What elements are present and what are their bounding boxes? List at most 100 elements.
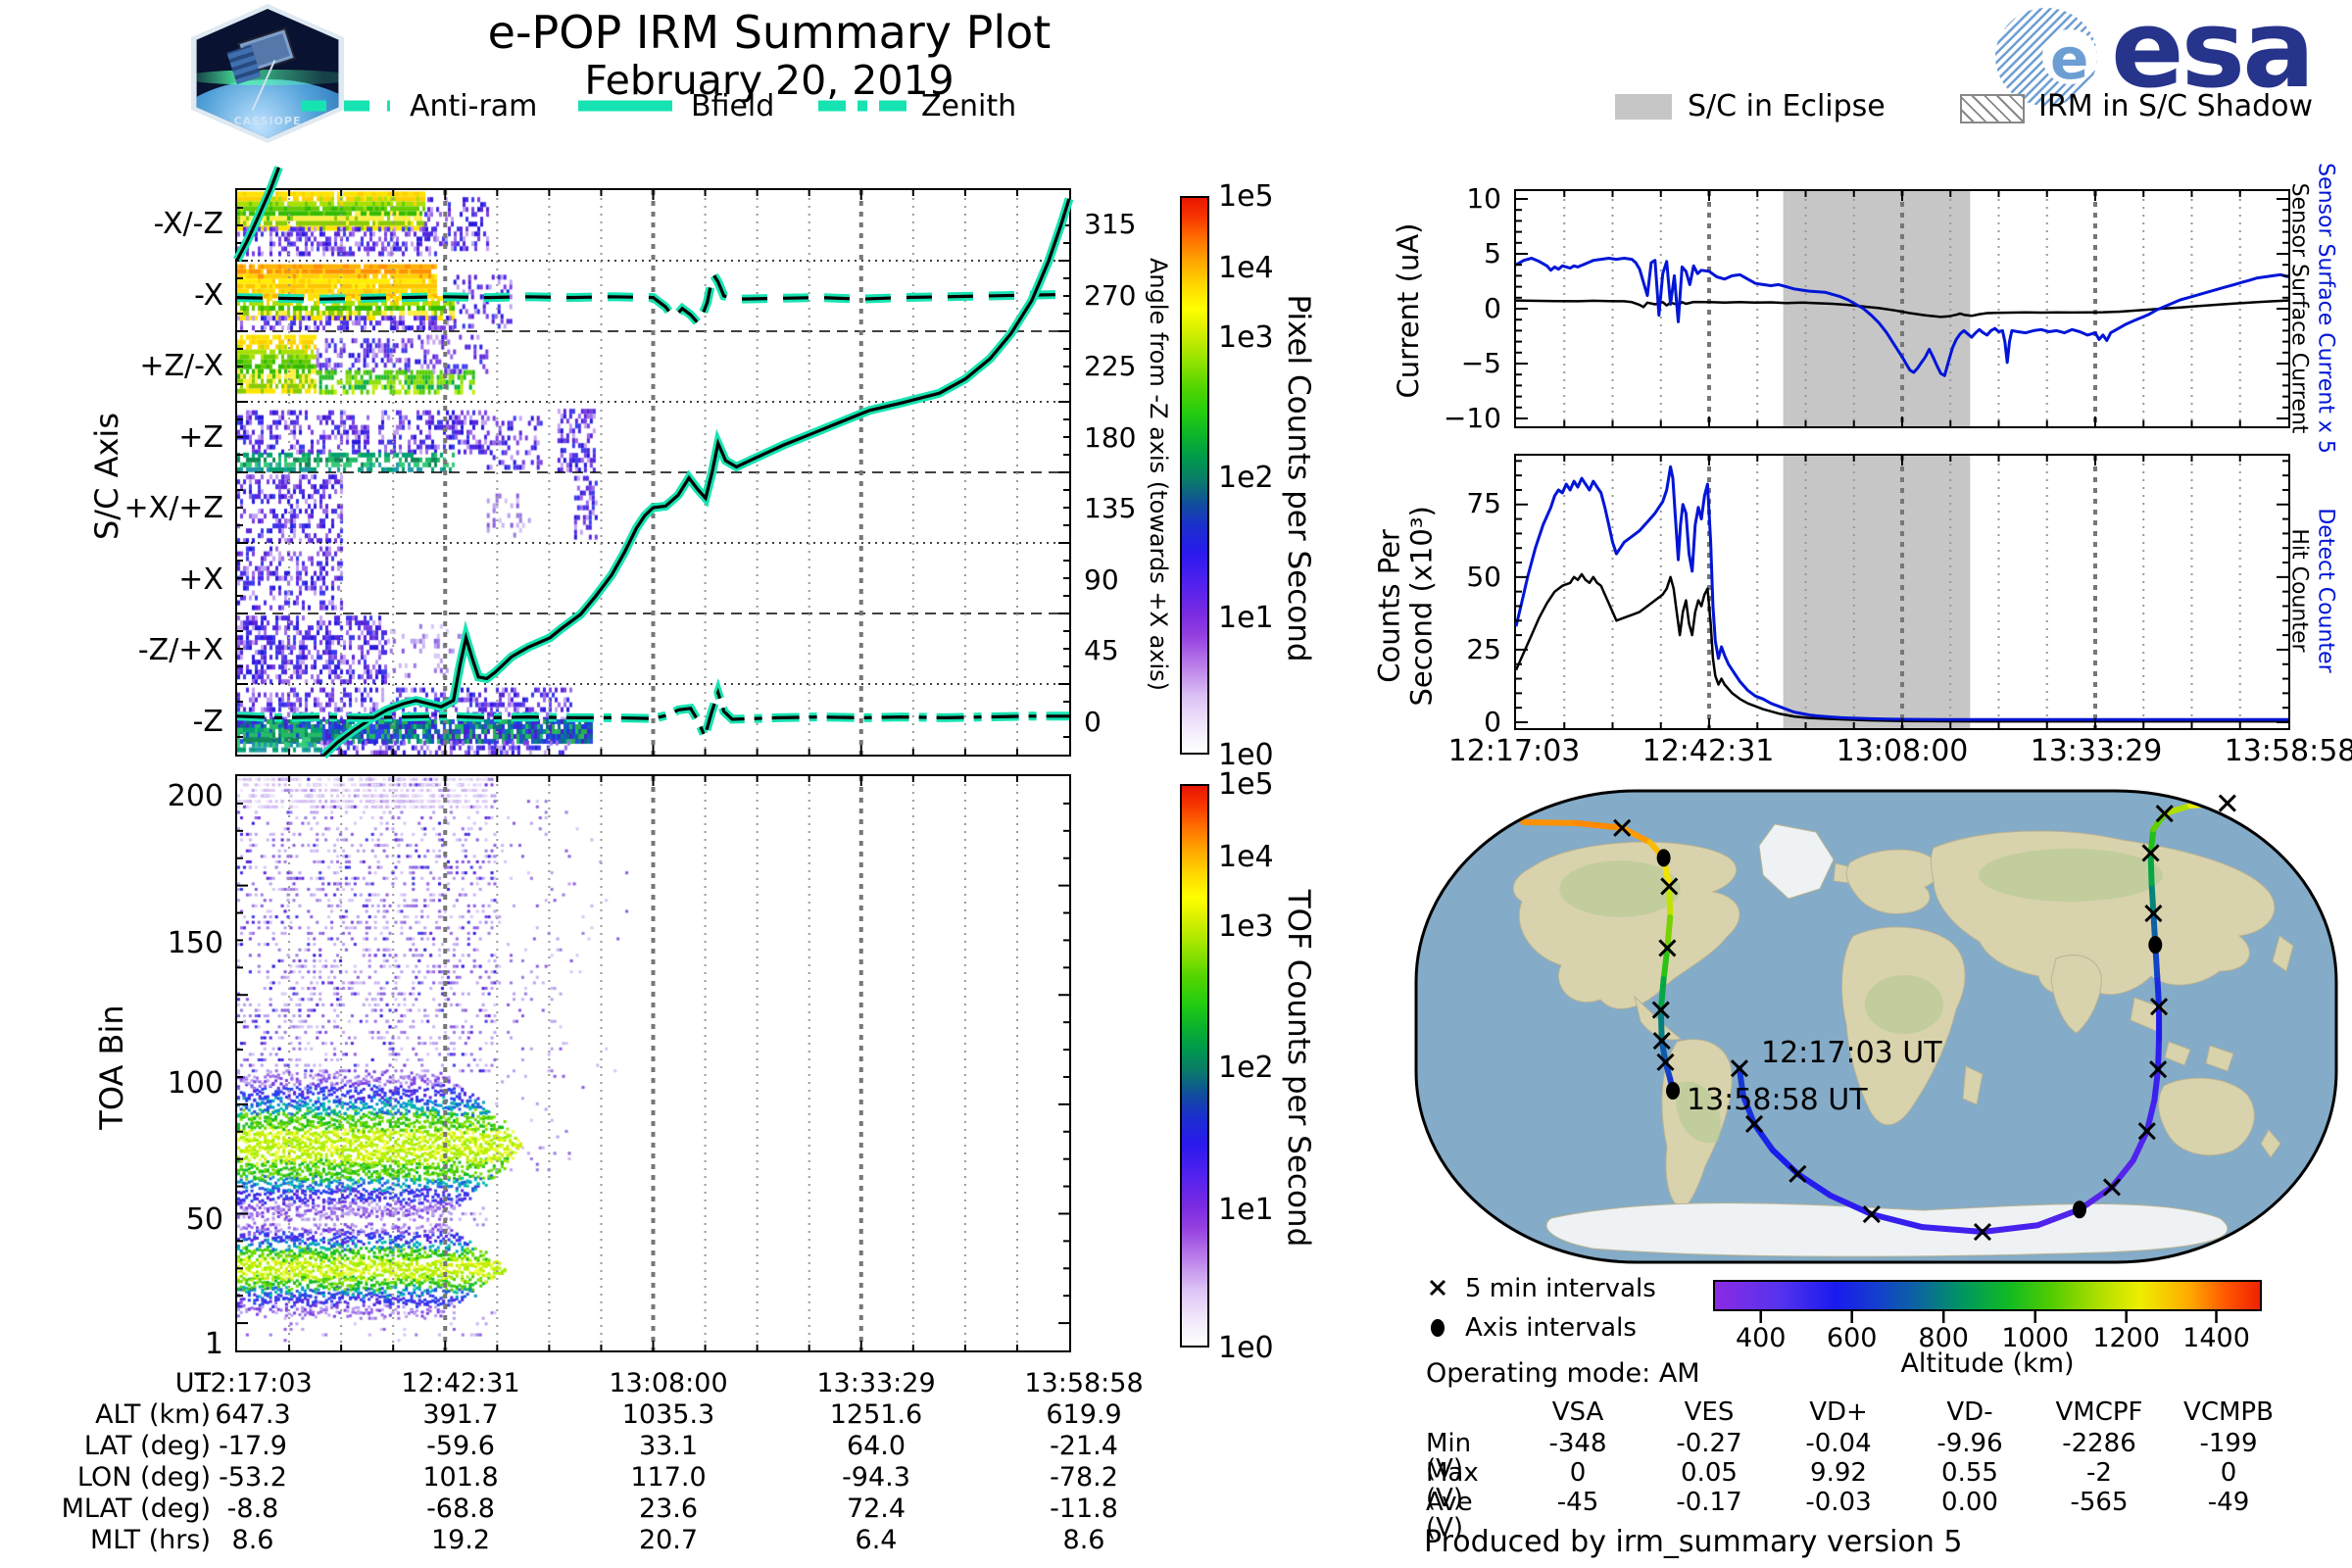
- tof-colorbar-tick-label: 1e2: [1218, 1051, 1274, 1086]
- ground-track-map: 12:17:03 UT 13:58:58 UT: [1414, 789, 2338, 1264]
- counts-ytick-label: 75: [1466, 487, 1501, 519]
- toa-tick-label: 150: [167, 926, 223, 960]
- ephemeris-value: 101.8: [422, 1462, 499, 1493]
- pixel-colorbar-tick-label: 1e0: [1218, 738, 1274, 772]
- ephemeris-row-label: ALT (km): [95, 1399, 211, 1430]
- sc-axis-spectrogram-panel: [233, 166, 1074, 760]
- tof-colorbar-tick-label: 1e3: [1218, 908, 1274, 944]
- ephemeris-value: -11.8: [1050, 1494, 1118, 1524]
- time-tick-label: 12:42:31: [1642, 734, 1775, 768]
- cassiope-mission-patch: CASSIOPE: [190, 4, 345, 143]
- map-annotation-end: 13:58:58 UT: [1687, 1083, 1868, 1117]
- ephemeris-value: 12:17:03: [193, 1368, 313, 1398]
- voltage-value: -0.04: [1805, 1429, 1872, 1458]
- sc-axis-row-label: -Z/+X: [137, 633, 223, 667]
- counts-right-label-black: Hit Counter: [2286, 528, 2312, 653]
- pixel-colorbar-tick-label: 1e4: [1218, 250, 1274, 285]
- voltage-row-label: Min (V): [1426, 1429, 1472, 1484]
- voltage-value: -49: [2207, 1488, 2250, 1517]
- toa-tick-label: 100: [167, 1066, 223, 1101]
- time-tick-label: 13:33:29: [2030, 734, 2163, 768]
- angle-axis-title: Angle from -Z axis (towards +X axis): [1145, 257, 1172, 692]
- current-ytick-label: −5: [1460, 347, 1501, 379]
- voltage-value: -2286: [2062, 1429, 2136, 1458]
- page-date: February 20, 2019: [584, 57, 955, 104]
- voltage-header: VSA: [1551, 1397, 1604, 1427]
- shadow-swatch-icon: [1960, 94, 2025, 123]
- pixel-colorbar-tick-label: 1e3: [1218, 319, 1274, 355]
- ephemeris-value: -94.3: [842, 1462, 910, 1493]
- voltage-value: -2: [2086, 1458, 2112, 1488]
- ephemeris-value: 72.4: [846, 1494, 906, 1524]
- cassiope-patch-label: CASSIOPE: [233, 115, 302, 127]
- ephemeris-value: 20.7: [638, 1525, 699, 1555]
- ephemeris-row-label: MLT (hrs): [89, 1525, 211, 1555]
- sc-axis-row-label: -X: [194, 277, 223, 313]
- map-annotation-start: 12:17:03 UT: [1761, 1036, 1942, 1070]
- toa-spectrogram-panel: [235, 774, 1071, 1352]
- ephemeris-value: -8.8: [226, 1494, 279, 1524]
- ephemeris-value: -68.8: [426, 1494, 495, 1524]
- map-legend-x-label: 5 min intervals: [1465, 1274, 1656, 1303]
- counts-ytick-label: 25: [1466, 633, 1501, 665]
- counts-right-label-blue: Detect Counter: [2313, 508, 2338, 673]
- map-legend: 5 min intervals Axis intervals: [1426, 1272, 1720, 1350]
- pixel-colorbar-tick-label: 1e5: [1218, 179, 1274, 214]
- map-legend-dot-label: Axis intervals: [1465, 1313, 1637, 1343]
- ephemeris-value: 33.1: [638, 1431, 699, 1461]
- ephemeris-value: 8.6: [231, 1525, 274, 1555]
- antiram-legend-icon: [301, 100, 390, 112]
- current-panel: [1514, 189, 2290, 428]
- eclipse-legend-label: S/C in Eclipse: [1688, 89, 1886, 123]
- bfield-legend-icon: [578, 100, 672, 112]
- ephemeris-value: 13:33:29: [816, 1368, 936, 1398]
- toa-tick-label: 1: [204, 1327, 223, 1361]
- voltage-value: -199: [2199, 1429, 2258, 1458]
- tof-colorbar-tick-label: 1e1: [1218, 1192, 1274, 1227]
- angle-tick-label: 0: [1084, 705, 1102, 738]
- pixel-colorbar-tick-label: 1e2: [1218, 460, 1274, 495]
- ephemeris-value: -78.2: [1050, 1462, 1118, 1493]
- voltage-value: 0.55: [1941, 1458, 1998, 1488]
- sc-axis-row-label: -Z: [192, 704, 223, 739]
- voltage-value: -45: [1556, 1488, 1599, 1517]
- ephemeris-value: 8.6: [1062, 1525, 1105, 1555]
- ephemeris-value: 391.7: [422, 1399, 499, 1430]
- ephemeris-value: 13:08:00: [609, 1368, 728, 1398]
- dot-marker-icon: [1431, 1319, 1445, 1337]
- counts-ytick-label: 50: [1466, 561, 1501, 593]
- voltage-value: -9.96: [1936, 1429, 2003, 1458]
- voltage-value: 0: [1569, 1458, 1587, 1488]
- time-tick-label: 12:17:03: [1447, 734, 1581, 768]
- angle-tick-label: 180: [1084, 420, 1137, 454]
- tof-colorbar-title: TOF Counts per Second: [1281, 889, 1316, 1248]
- esa-logo: e esa: [1995, 0, 2315, 112]
- esa-wordmark: esa: [2111, 0, 2315, 112]
- eclipse-swatch-icon: [1615, 94, 1672, 120]
- voltage-value: 9.92: [1810, 1458, 1867, 1488]
- sc-axis-row-label: +Z: [178, 419, 223, 455]
- ephemeris-value: -59.6: [426, 1431, 495, 1461]
- bfield-legend-label: Bfield: [691, 89, 775, 123]
- antiram-legend-label: Anti-ram: [410, 89, 538, 123]
- tof-colorbar-tick-label: 1e5: [1218, 767, 1274, 802]
- voltage-header: VD+: [1809, 1397, 1868, 1427]
- ephemeris-value: 13:58:58: [1024, 1368, 1144, 1398]
- voltage-value: -565: [2070, 1488, 2129, 1517]
- toa-tick-label: 50: [185, 1202, 223, 1237]
- ephemeris-row-label: LAT (deg): [83, 1431, 211, 1461]
- angle-tick-label: 270: [1084, 278, 1137, 312]
- eclipse-legend: S/C in Eclipse IRM in S/C Shadow: [1615, 88, 2340, 127]
- voltage-value: -348: [1548, 1429, 1607, 1458]
- ephemeris-value: -17.9: [219, 1431, 287, 1461]
- ephemeris-value: -53.2: [219, 1462, 287, 1493]
- time-tick-label: 13:08:00: [1836, 734, 1969, 768]
- current-ytick-label: 10: [1466, 182, 1501, 215]
- ephemeris-row-label: MLAT (deg): [61, 1494, 211, 1524]
- esa-orb-e-icon: [2042, 29, 2097, 84]
- altitude-colorbar: [1713, 1280, 2262, 1311]
- current-right-label-blue: Sensor Surface Current x 5: [2313, 163, 2338, 454]
- ephemeris-value: -21.4: [1050, 1431, 1118, 1461]
- zenith-legend-icon: [818, 100, 907, 112]
- voltage-header: VES: [1684, 1397, 1735, 1427]
